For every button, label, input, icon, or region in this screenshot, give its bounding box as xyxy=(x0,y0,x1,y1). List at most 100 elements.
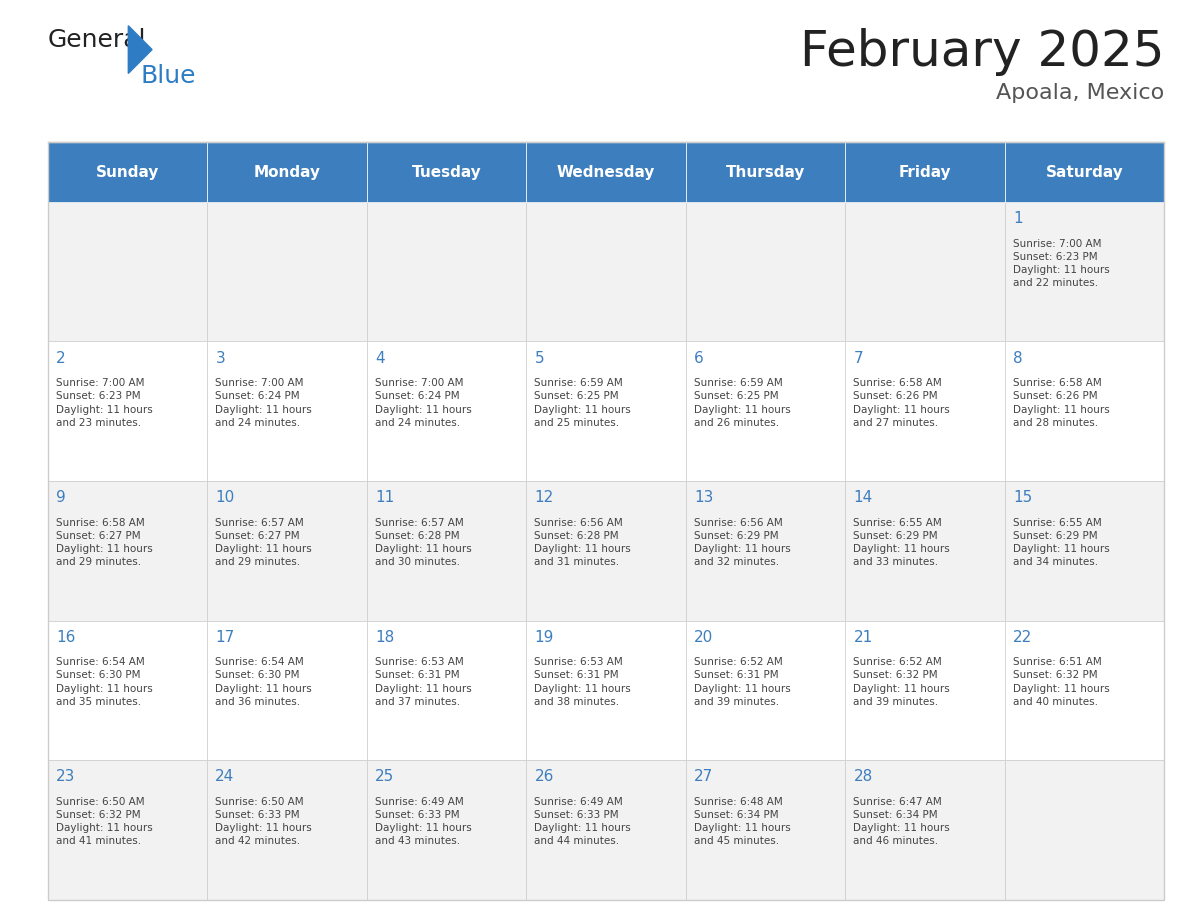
Bar xyxy=(1005,142,1164,202)
Text: Thursday: Thursday xyxy=(726,164,805,180)
Text: Sunrise: 6:54 AM
Sunset: 6:30 PM
Daylight: 11 hours
and 35 minutes.: Sunrise: 6:54 AM Sunset: 6:30 PM Dayligh… xyxy=(56,657,152,707)
Bar xyxy=(48,760,207,900)
Text: Sunrise: 7:00 AM
Sunset: 6:24 PM
Daylight: 11 hours
and 24 minutes.: Sunrise: 7:00 AM Sunset: 6:24 PM Dayligh… xyxy=(215,378,312,428)
Bar xyxy=(526,760,685,900)
Bar xyxy=(48,142,207,202)
Bar xyxy=(685,202,845,341)
Text: 6: 6 xyxy=(694,351,703,365)
Text: Blue: Blue xyxy=(140,64,196,88)
Text: General: General xyxy=(48,28,146,51)
Bar xyxy=(526,142,685,202)
Text: Sunrise: 6:58 AM
Sunset: 6:26 PM
Daylight: 11 hours
and 28 minutes.: Sunrise: 6:58 AM Sunset: 6:26 PM Dayligh… xyxy=(1013,378,1110,428)
Text: 13: 13 xyxy=(694,490,713,505)
Text: 27: 27 xyxy=(694,769,713,784)
Text: Sunrise: 6:59 AM
Sunset: 6:25 PM
Daylight: 11 hours
and 25 minutes.: Sunrise: 6:59 AM Sunset: 6:25 PM Dayligh… xyxy=(535,378,631,428)
Bar xyxy=(367,621,526,760)
Bar xyxy=(367,481,526,621)
Bar xyxy=(845,202,1005,341)
Text: Sunrise: 6:57 AM
Sunset: 6:28 PM
Daylight: 11 hours
and 30 minutes.: Sunrise: 6:57 AM Sunset: 6:28 PM Dayligh… xyxy=(375,518,472,567)
Text: Sunrise: 6:55 AM
Sunset: 6:29 PM
Daylight: 11 hours
and 34 minutes.: Sunrise: 6:55 AM Sunset: 6:29 PM Dayligh… xyxy=(1013,518,1110,567)
Text: 10: 10 xyxy=(215,490,234,505)
Text: 17: 17 xyxy=(215,630,234,644)
Bar xyxy=(207,142,367,202)
Text: 22: 22 xyxy=(1013,630,1032,644)
Text: Sunrise: 6:59 AM
Sunset: 6:25 PM
Daylight: 11 hours
and 26 minutes.: Sunrise: 6:59 AM Sunset: 6:25 PM Dayligh… xyxy=(694,378,791,428)
Text: 15: 15 xyxy=(1013,490,1032,505)
Bar xyxy=(207,760,367,900)
Bar xyxy=(845,621,1005,760)
Text: Sunrise: 6:49 AM
Sunset: 6:33 PM
Daylight: 11 hours
and 43 minutes.: Sunrise: 6:49 AM Sunset: 6:33 PM Dayligh… xyxy=(375,797,472,846)
Bar xyxy=(526,481,685,621)
Text: Sunrise: 6:49 AM
Sunset: 6:33 PM
Daylight: 11 hours
and 44 minutes.: Sunrise: 6:49 AM Sunset: 6:33 PM Dayligh… xyxy=(535,797,631,846)
Text: Sunrise: 6:56 AM
Sunset: 6:28 PM
Daylight: 11 hours
and 31 minutes.: Sunrise: 6:56 AM Sunset: 6:28 PM Dayligh… xyxy=(535,518,631,567)
Text: Sunrise: 6:47 AM
Sunset: 6:34 PM
Daylight: 11 hours
and 46 minutes.: Sunrise: 6:47 AM Sunset: 6:34 PM Dayligh… xyxy=(853,797,950,846)
Text: 7: 7 xyxy=(853,351,864,365)
Bar xyxy=(685,481,845,621)
Bar xyxy=(48,142,1164,900)
Text: Sunrise: 7:00 AM
Sunset: 6:23 PM
Daylight: 11 hours
and 23 minutes.: Sunrise: 7:00 AM Sunset: 6:23 PM Dayligh… xyxy=(56,378,152,428)
Text: Sunrise: 6:53 AM
Sunset: 6:31 PM
Daylight: 11 hours
and 37 minutes.: Sunrise: 6:53 AM Sunset: 6:31 PM Dayligh… xyxy=(375,657,472,707)
Text: Apoala, Mexico: Apoala, Mexico xyxy=(996,83,1164,103)
Text: Sunrise: 6:48 AM
Sunset: 6:34 PM
Daylight: 11 hours
and 45 minutes.: Sunrise: 6:48 AM Sunset: 6:34 PM Dayligh… xyxy=(694,797,791,846)
Bar xyxy=(1005,621,1164,760)
Text: Friday: Friday xyxy=(898,164,952,180)
Text: Tuesday: Tuesday xyxy=(411,164,481,180)
Text: Sunrise: 6:53 AM
Sunset: 6:31 PM
Daylight: 11 hours
and 38 minutes.: Sunrise: 6:53 AM Sunset: 6:31 PM Dayligh… xyxy=(535,657,631,707)
Text: 11: 11 xyxy=(375,490,394,505)
Text: Sunday: Sunday xyxy=(95,164,159,180)
Text: February 2025: February 2025 xyxy=(800,28,1164,75)
Text: 14: 14 xyxy=(853,490,873,505)
Text: 20: 20 xyxy=(694,630,713,644)
Text: Wednesday: Wednesday xyxy=(557,164,655,180)
Text: 21: 21 xyxy=(853,630,873,644)
Polygon shape xyxy=(128,26,152,73)
Bar xyxy=(207,481,367,621)
Text: 5: 5 xyxy=(535,351,544,365)
Text: Sunrise: 6:51 AM
Sunset: 6:32 PM
Daylight: 11 hours
and 40 minutes.: Sunrise: 6:51 AM Sunset: 6:32 PM Dayligh… xyxy=(1013,657,1110,707)
Text: Saturday: Saturday xyxy=(1045,164,1124,180)
Bar xyxy=(845,481,1005,621)
Bar xyxy=(48,481,207,621)
Text: Sunrise: 7:00 AM
Sunset: 6:24 PM
Daylight: 11 hours
and 24 minutes.: Sunrise: 7:00 AM Sunset: 6:24 PM Dayligh… xyxy=(375,378,472,428)
Text: 8: 8 xyxy=(1013,351,1023,365)
Bar xyxy=(526,202,685,341)
Text: 23: 23 xyxy=(56,769,75,784)
Text: 19: 19 xyxy=(535,630,554,644)
Text: Sunrise: 7:00 AM
Sunset: 6:23 PM
Daylight: 11 hours
and 22 minutes.: Sunrise: 7:00 AM Sunset: 6:23 PM Dayligh… xyxy=(1013,239,1110,288)
Bar xyxy=(207,621,367,760)
Text: 16: 16 xyxy=(56,630,75,644)
Bar xyxy=(685,760,845,900)
Bar xyxy=(367,142,526,202)
Bar xyxy=(48,202,207,341)
Bar xyxy=(685,142,845,202)
Text: Sunrise: 6:56 AM
Sunset: 6:29 PM
Daylight: 11 hours
and 32 minutes.: Sunrise: 6:56 AM Sunset: 6:29 PM Dayligh… xyxy=(694,518,791,567)
Text: Sunrise: 6:57 AM
Sunset: 6:27 PM
Daylight: 11 hours
and 29 minutes.: Sunrise: 6:57 AM Sunset: 6:27 PM Dayligh… xyxy=(215,518,312,567)
Text: 4: 4 xyxy=(375,351,385,365)
Text: Sunrise: 6:55 AM
Sunset: 6:29 PM
Daylight: 11 hours
and 33 minutes.: Sunrise: 6:55 AM Sunset: 6:29 PM Dayligh… xyxy=(853,518,950,567)
Text: 25: 25 xyxy=(375,769,394,784)
Text: 9: 9 xyxy=(56,490,65,505)
Text: 18: 18 xyxy=(375,630,394,644)
Text: Sunrise: 6:54 AM
Sunset: 6:30 PM
Daylight: 11 hours
and 36 minutes.: Sunrise: 6:54 AM Sunset: 6:30 PM Dayligh… xyxy=(215,657,312,707)
Text: 1: 1 xyxy=(1013,211,1023,226)
Bar xyxy=(685,621,845,760)
Text: 12: 12 xyxy=(535,490,554,505)
Bar xyxy=(526,341,685,481)
Text: Monday: Monday xyxy=(253,164,321,180)
Bar xyxy=(367,760,526,900)
Text: 3: 3 xyxy=(215,351,225,365)
Text: Sunrise: 6:58 AM
Sunset: 6:26 PM
Daylight: 11 hours
and 27 minutes.: Sunrise: 6:58 AM Sunset: 6:26 PM Dayligh… xyxy=(853,378,950,428)
Text: Sunrise: 6:52 AM
Sunset: 6:31 PM
Daylight: 11 hours
and 39 minutes.: Sunrise: 6:52 AM Sunset: 6:31 PM Dayligh… xyxy=(694,657,791,707)
Bar xyxy=(845,760,1005,900)
Text: 26: 26 xyxy=(535,769,554,784)
Text: Sunrise: 6:50 AM
Sunset: 6:33 PM
Daylight: 11 hours
and 42 minutes.: Sunrise: 6:50 AM Sunset: 6:33 PM Dayligh… xyxy=(215,797,312,846)
Bar xyxy=(48,341,207,481)
Bar xyxy=(1005,341,1164,481)
Bar xyxy=(1005,481,1164,621)
Bar xyxy=(845,142,1005,202)
Bar xyxy=(845,341,1005,481)
Bar xyxy=(1005,760,1164,900)
Bar xyxy=(367,202,526,341)
Text: Sunrise: 6:58 AM
Sunset: 6:27 PM
Daylight: 11 hours
and 29 minutes.: Sunrise: 6:58 AM Sunset: 6:27 PM Dayligh… xyxy=(56,518,152,567)
Bar xyxy=(526,621,685,760)
